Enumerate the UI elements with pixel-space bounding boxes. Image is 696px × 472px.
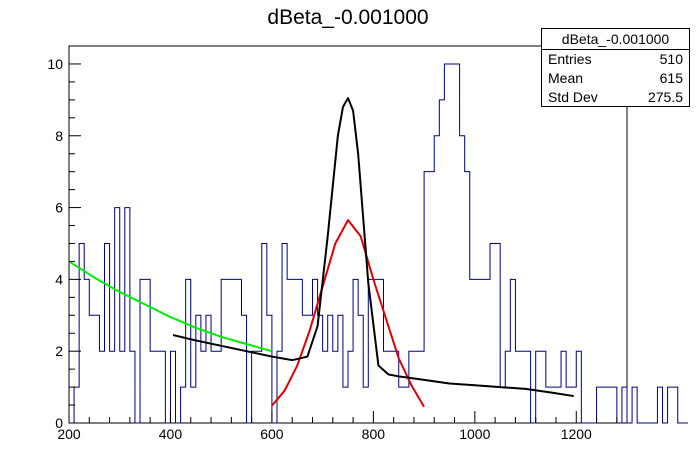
stats-value: 510: [659, 51, 683, 67]
x-tick-label: 800: [362, 426, 386, 442]
stats-row-entries: Entries 510: [542, 50, 689, 69]
x-tick-label: 600: [260, 426, 284, 442]
y-tick-label: 8: [55, 128, 63, 144]
x-tick-label: 200: [57, 426, 81, 442]
stats-label: Entries: [548, 51, 592, 67]
stats-value: 275.5: [647, 89, 683, 105]
y-tick-label: 6: [55, 200, 63, 216]
stats-box: dBeta_-0.001000 Entries 510 Mean 615 Std…: [541, 28, 690, 107]
stats-label: Std Dev: [548, 89, 598, 105]
histogram-outline: [69, 63, 688, 424]
stats-box-title: dBeta_-0.001000: [542, 29, 689, 50]
y-tick-label: 0: [55, 415, 63, 431]
fit-curve-1: [271, 219, 425, 408]
stats-row-stddev: Std Dev 275.5: [542, 88, 689, 107]
chart-title: dBeta_-0.001000: [267, 6, 429, 29]
y-tick-label: 10: [47, 56, 63, 72]
x-tick-label: 1200: [561, 426, 592, 442]
stats-row-mean: Mean 615: [542, 69, 689, 88]
x-tick-label: 400: [159, 426, 183, 442]
y-tick-label: 2: [55, 343, 63, 359]
plot-frame: [68, 45, 628, 424]
fit-curve-2: [172, 97, 574, 398]
stats-value: 615: [659, 70, 683, 86]
stats-label: Mean: [548, 70, 584, 86]
y-tick-label: 4: [55, 271, 63, 287]
x-tick-label: 1000: [459, 426, 490, 442]
fit-curve-0: [68, 260, 273, 353]
